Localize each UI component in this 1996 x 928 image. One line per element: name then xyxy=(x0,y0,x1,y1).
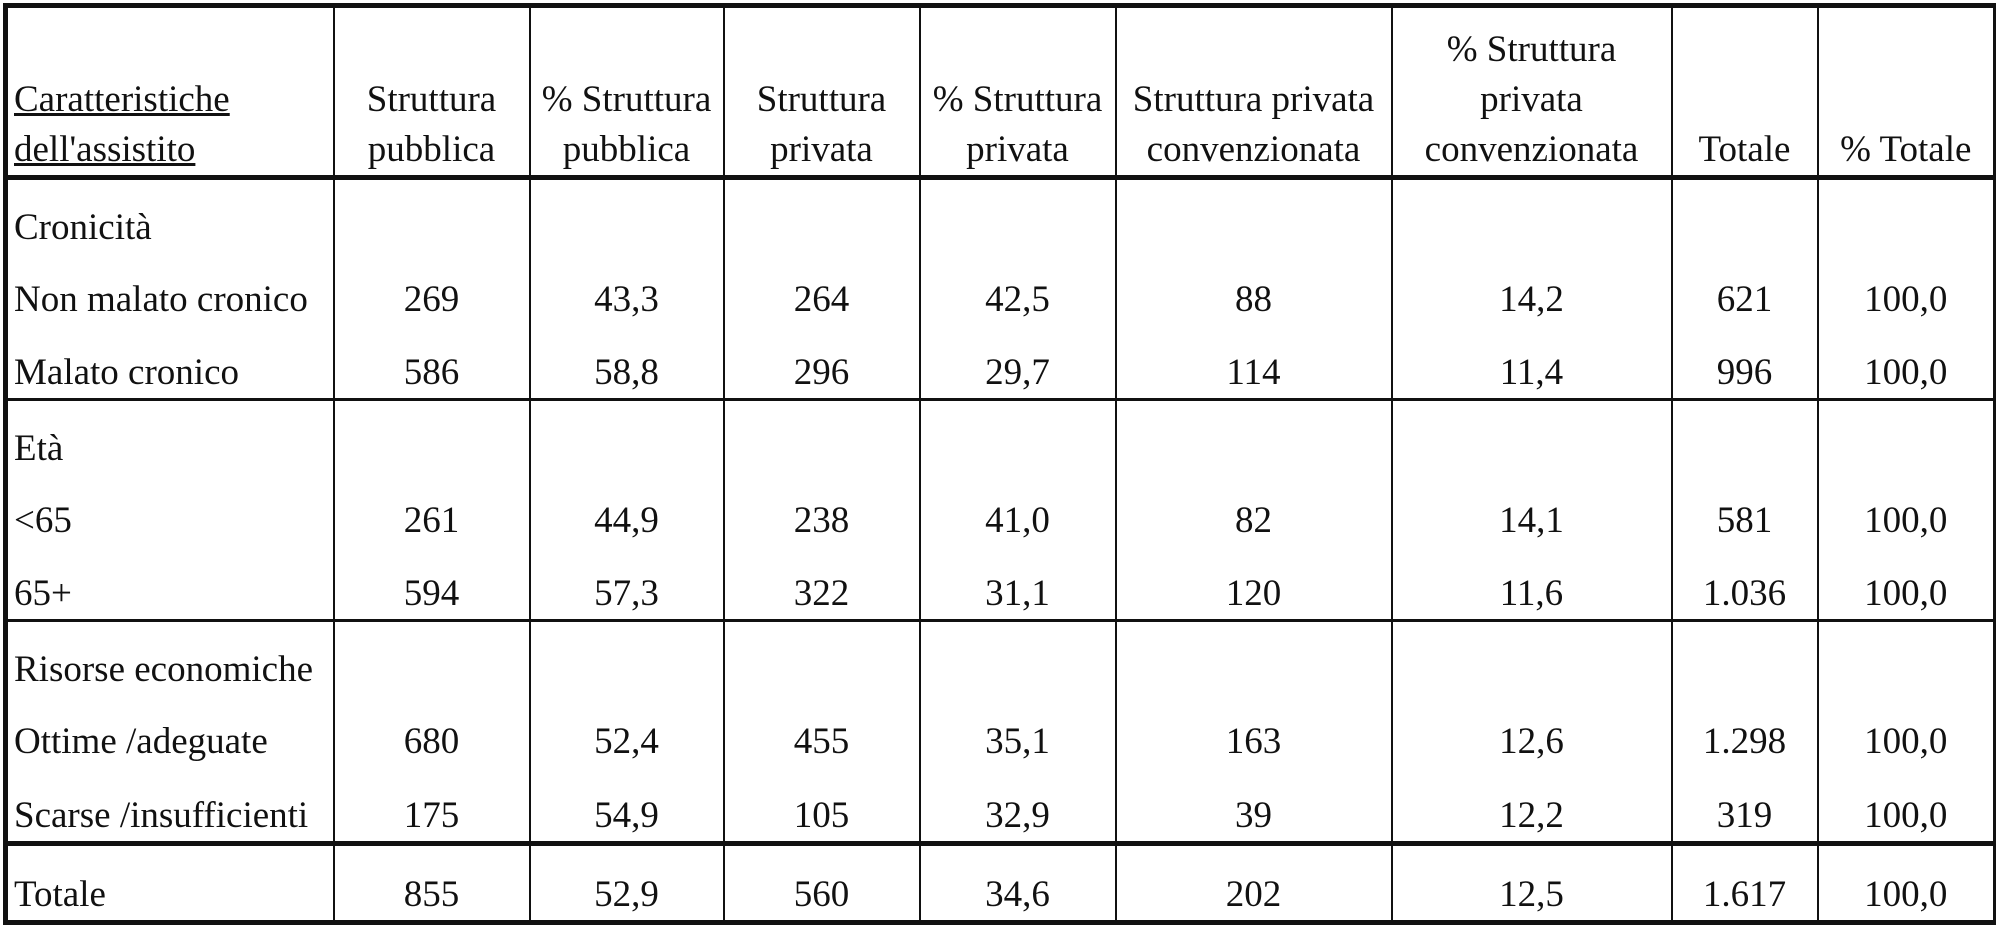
cell: 100,0 xyxy=(1816,253,1996,326)
cell: 42,5 xyxy=(918,253,1117,326)
group-title: Cronicità xyxy=(3,176,335,254)
row-label: Malato cronico xyxy=(3,325,335,400)
row-label: Non malato cronico xyxy=(3,253,335,326)
group-title: Età xyxy=(3,401,335,475)
cell: 1.298 xyxy=(1670,695,1819,768)
cell: 163 xyxy=(1114,695,1393,768)
total-label: Totale xyxy=(3,840,335,926)
table-row: Non malato cronico 269 43,3 264 42,5 88 … xyxy=(3,253,1996,326)
cell: 296 xyxy=(722,325,921,400)
group-title-row: Età xyxy=(3,401,1996,475)
table-row: 65+ 594 57,3 322 31,1 120 11,6 1.036 100… xyxy=(3,546,1996,621)
cell: 455 xyxy=(722,695,921,768)
total-cell: 202 xyxy=(1114,840,1393,926)
total-cell: 100,0 xyxy=(1816,840,1996,926)
table-row: <65 261 44,9 238 41,0 82 14,1 581 100,0 xyxy=(3,474,1996,547)
cell: 44,9 xyxy=(528,474,725,547)
cell: 58,8 xyxy=(528,325,725,400)
cell: 54,9 xyxy=(528,767,725,844)
cell: 88 xyxy=(1114,253,1393,326)
cell: 43,3 xyxy=(528,253,725,326)
cell: 680 xyxy=(332,695,531,768)
cell: 82 xyxy=(1114,474,1393,547)
cell: 12,2 xyxy=(1390,767,1673,844)
cell: 120 xyxy=(1114,546,1393,621)
cell: 322 xyxy=(722,546,921,621)
cell: 12,6 xyxy=(1390,695,1673,768)
total-cell: 12,5 xyxy=(1390,840,1673,926)
cell: 594 xyxy=(332,546,531,621)
table-row: Ottime /adeguate 680 52,4 455 35,1 163 1… xyxy=(3,695,1996,768)
cell: 32,9 xyxy=(918,767,1117,844)
cell: 264 xyxy=(722,253,921,326)
cell: 238 xyxy=(722,474,921,547)
header-struttura-privata: Struttura privata xyxy=(722,3,921,180)
row-label: Scarse /insufficienti xyxy=(3,767,335,844)
group-title: Risorse economiche xyxy=(3,622,335,696)
cell: 29,7 xyxy=(918,325,1117,400)
cell: 35,1 xyxy=(918,695,1117,768)
cell: 175 xyxy=(332,767,531,844)
spacer-row xyxy=(3,398,1996,402)
cell: 621 xyxy=(1670,253,1819,326)
header-pct-struttura-pubblica: % Struttura pubblica xyxy=(528,3,725,180)
cell: 261 xyxy=(332,474,531,547)
header-pct-struttura-privata: % Struttura privata xyxy=(918,3,1117,180)
header-row: Caratteristiche dell'assistito Struttura… xyxy=(3,3,1996,180)
total-cell: 1.617 xyxy=(1670,840,1819,926)
spacer-row xyxy=(3,619,1996,623)
total-cell: 560 xyxy=(722,840,921,926)
header-caratteristiche: Caratteristiche dell'assistito xyxy=(3,3,335,180)
row-label: Ottime /adeguate xyxy=(3,695,335,768)
cell: 52,4 xyxy=(528,695,725,768)
cell: 41,0 xyxy=(918,474,1117,547)
group-title-row: Risorse economiche xyxy=(3,622,1996,696)
cell: 11,4 xyxy=(1390,325,1673,400)
cell: 100,0 xyxy=(1816,767,1996,844)
cell: 100,0 xyxy=(1816,325,1996,400)
table-row: Malato cronico 586 58,8 296 29,7 114 11,… xyxy=(3,325,1996,400)
header-pct-totale: % Totale xyxy=(1816,3,1996,180)
cell: 269 xyxy=(332,253,531,326)
cell: 114 xyxy=(1114,325,1393,400)
header-struttura-pubblica: Struttura pubblica xyxy=(332,3,531,180)
total-cell: 855 xyxy=(332,840,531,926)
cell: 57,3 xyxy=(528,546,725,621)
cell: 14,2 xyxy=(1390,253,1673,326)
row-label: <65 xyxy=(3,474,335,547)
header-pct-struttura-privata-convenzionata: % Struttura privata convenzionata xyxy=(1390,3,1673,180)
cell: 100,0 xyxy=(1816,474,1996,547)
cell: 100,0 xyxy=(1816,695,1996,768)
cell: 14,1 xyxy=(1390,474,1673,547)
group-title-row: Cronicità xyxy=(3,176,1996,254)
cell: 100,0 xyxy=(1816,546,1996,621)
cell: 581 xyxy=(1670,474,1819,547)
cell: 105 xyxy=(722,767,921,844)
total-row: Totale 855 52,9 560 34,6 202 12,5 1.617 … xyxy=(3,840,1996,926)
total-cell: 52,9 xyxy=(528,840,725,926)
cell: 11,6 xyxy=(1390,546,1673,621)
cell: 996 xyxy=(1670,325,1819,400)
cell: 1.036 xyxy=(1670,546,1819,621)
cell: 586 xyxy=(332,325,531,400)
table-row: Scarse /insufficienti 175 54,9 105 32,9 … xyxy=(3,767,1996,844)
header-struttura-privata-convenzionata: Struttura privata convenzionata xyxy=(1114,3,1393,180)
row-label: 65+ xyxy=(3,546,335,621)
header-totale: Totale xyxy=(1670,3,1819,180)
cell: 319 xyxy=(1670,767,1819,844)
cell: 39 xyxy=(1114,767,1393,844)
cell: 31,1 xyxy=(918,546,1117,621)
total-cell: 34,6 xyxy=(918,840,1117,926)
data-table: Caratteristiche dell'assistito Struttura… xyxy=(3,3,1996,926)
